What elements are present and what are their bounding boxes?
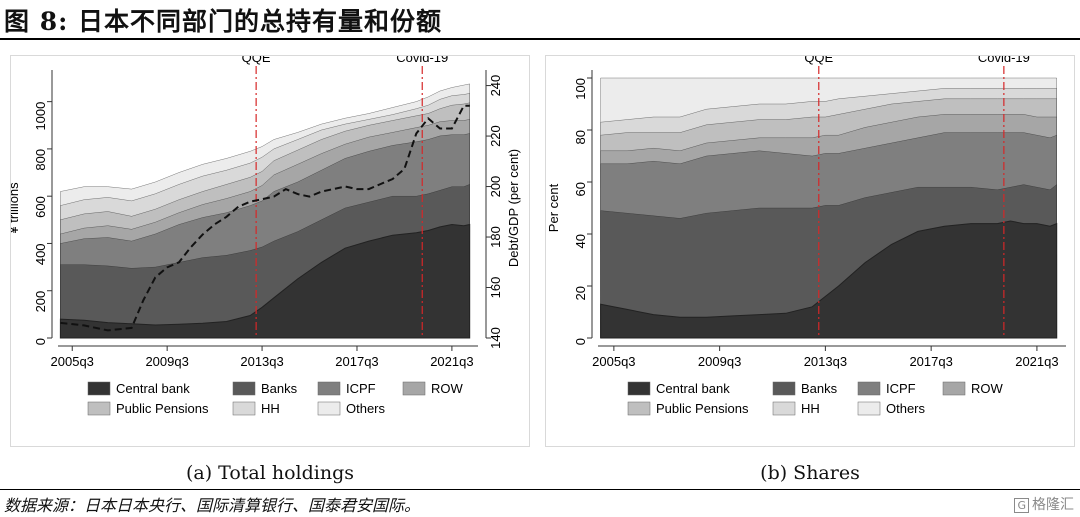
legend-swatch [232, 401, 256, 416]
legend-swatch [402, 381, 426, 396]
event-label: QQE [242, 56, 271, 65]
legend-item-icpf: ICPF [317, 381, 376, 396]
panel-shares: 0 20 40 60 80 100 Per cent 2005q3 2009q3 2013q3 20… [545, 50, 1075, 484]
legend-label: ICPF [886, 381, 916, 396]
title-rule [0, 38, 1080, 40]
source-note: 数据来源：日本日本央行、国际清算银行、国泰君安国际。 [4, 496, 421, 515]
legend-swatch [857, 401, 881, 416]
y-axis-label: Per cent [546, 183, 561, 232]
legend-item-banks: Banks [232, 381, 298, 396]
y-tick-label: 400 [33, 243, 48, 265]
legend-label: ROW [971, 381, 1004, 396]
watermark-logo-icon: G [1014, 498, 1029, 513]
y2-tick-label: 140 [488, 327, 503, 349]
legend-label: HH [801, 401, 820, 416]
legend-label: Others [346, 401, 386, 416]
event-label: QQE [804, 56, 833, 65]
chart-shares: 0 20 40 60 80 100 Per cent 2005q3 2009q3 2013q3 20… [546, 50, 1066, 416]
legend-label: ICPF [346, 381, 376, 396]
y2-tick-label: 180 [488, 226, 503, 248]
legend-swatch [232, 381, 256, 396]
x-tick-label: 2017q3 [909, 354, 952, 369]
x-tick-label: 2013q3 [240, 354, 283, 369]
watermark: G 格隆汇 [1014, 494, 1074, 514]
x-tick-label: 2017q3 [335, 354, 378, 369]
legend-swatch [87, 381, 111, 396]
legend-label: Public Pensions [116, 401, 209, 416]
x-tick-label: 2005q3 [592, 354, 635, 369]
x-tick-label: 2009q3 [698, 354, 741, 369]
debt-gdp-line [60, 104, 470, 332]
legend-swatch [627, 401, 651, 416]
legend-label: Others [886, 401, 926, 416]
legend-swatch [317, 381, 341, 396]
x-tick-label: 2009q3 [145, 354, 188, 369]
legend-swatch [87, 401, 111, 416]
y-tick-label: 20 [573, 286, 588, 300]
legend-item-public-pensions: Public Pensions [627, 401, 749, 416]
legend-item-row: ROW [402, 381, 464, 396]
legend-label: Banks [801, 381, 838, 396]
legend-swatch [317, 401, 341, 416]
caption-shares: (b) Shares [760, 462, 860, 484]
x-tick-label: 2021q3 [1015, 354, 1058, 369]
event-label: Covid-19 [978, 56, 1030, 65]
y-axis-label: ¥ trillions [11, 182, 21, 235]
legend-label: Public Pensions [656, 401, 749, 416]
legend-item-icpf: ICPF [857, 381, 916, 396]
legend-label: Central bank [116, 381, 190, 396]
legend-item-central-bank: Central bank [87, 381, 190, 396]
legend-item-hh: HH [772, 401, 820, 416]
y-tick-label: 0 [573, 338, 588, 345]
y-tick-label: 1000 [33, 102, 48, 131]
figure-title: 图 8: 日本不同部门的总持有量和份额 [4, 7, 443, 36]
y2-tick-label: 220 [488, 125, 503, 147]
x-tick-label: 2013q3 [804, 354, 847, 369]
y-tick-label: 600 [33, 196, 48, 218]
panel-frame: 0 200 400 600 800 1000 ¥ trillions 2005q3 2009q3… [6, 50, 530, 447]
legend-item-row: ROW [942, 381, 1004, 396]
watermark-text: 格隆汇 [1032, 497, 1074, 513]
y-tick-label: 100 [573, 78, 588, 100]
y-tick-label: 60 [573, 182, 588, 196]
event-label: Covid-19 [396, 56, 448, 65]
y-tick-label: 200 [33, 291, 48, 313]
legend-swatch [627, 381, 651, 396]
y2-axis-label: Debt/GDP (per cent) [506, 149, 521, 267]
legend-label: Central bank [656, 381, 730, 396]
legend-swatch [772, 401, 796, 416]
panel-frame: 0 20 40 60 80 100 Per cent 2005q3 2009q3 2013q3 20… [545, 50, 1075, 447]
legend-item-others: Others [857, 401, 926, 416]
legend-swatch [772, 381, 796, 396]
y-tick-label: 40 [573, 234, 588, 248]
legend-swatch [942, 381, 966, 396]
y-tick-label: 0 [33, 338, 48, 345]
legend-label: Banks [261, 381, 298, 396]
y2-tick-label: 240 [488, 75, 503, 97]
legend-label: HH [261, 401, 280, 416]
panel-total-holdings: 0 200 400 600 800 1000 ¥ trillions 2005q3 2009q3… [6, 50, 530, 484]
x-tick-label: 2021q3 [430, 354, 473, 369]
y2-tick-label: 160 [488, 277, 503, 299]
y-tick-label: 800 [33, 149, 48, 171]
legend-item-hh: HH [232, 401, 280, 416]
chart-total-holdings: 0 200 400 600 800 1000 ¥ trillions 2005q3 2009q3… [6, 50, 521, 416]
area-central-bank [59, 223, 471, 339]
caption-total-holdings: (a) Total holdings [185, 462, 355, 484]
legend-label: ROW [431, 381, 464, 396]
legend-item-public-pensions: Public Pensions [87, 401, 209, 416]
source-rule [0, 489, 1080, 490]
legend-item-others: Others [317, 401, 386, 416]
x-tick-label: 2005q3 [51, 354, 94, 369]
legend-item-central-bank: Central bank [627, 381, 730, 396]
y-tick-label: 80 [573, 130, 588, 144]
legend-item-banks: Banks [772, 381, 838, 396]
y2-tick-label: 200 [488, 176, 503, 198]
area-central-bank [600, 220, 1058, 339]
legend-swatch [857, 381, 881, 396]
